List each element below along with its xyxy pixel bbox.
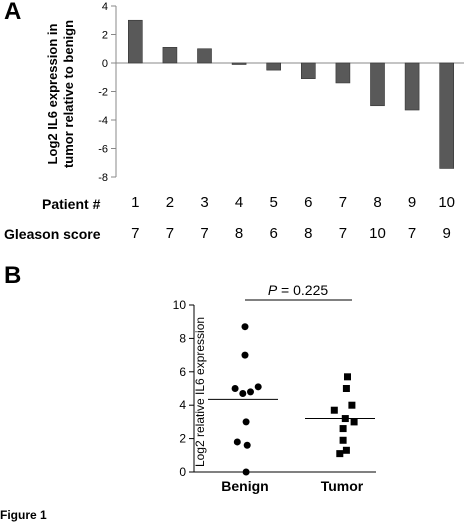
patient-number-cell: 1 (131, 194, 140, 211)
tumor-point (342, 446, 350, 454)
benign-point (231, 385, 239, 392)
benign-point (233, 438, 241, 446)
benign-point (254, 383, 262, 391)
gleason-score-cell: 7 (165, 225, 175, 242)
panel-a-y-tick-label: 0 (102, 58, 108, 70)
patient-number-cell: 8 (373, 194, 382, 211)
panel-a-y-tick-label: 4 (102, 1, 108, 13)
bar-chart-panel-a: 4 2 0 -2 -4 -6 -8 (98, 1, 464, 184)
bar-patient-5 (266, 62, 282, 71)
gleason-score-cell: 9 (442, 225, 451, 242)
benign-point (239, 390, 247, 398)
panel-b-y-tick-label: 0 (179, 465, 186, 479)
gleason-score-cell: 7 (338, 225, 348, 242)
benign-point (242, 418, 250, 426)
gleason-score-cell: 7 (407, 225, 417, 242)
tumor-point (350, 418, 358, 426)
bar-patient-8 (370, 62, 385, 107)
benign-point (247, 388, 254, 396)
benign-point (243, 441, 251, 449)
patient-row-label: Patient # (42, 196, 101, 212)
bar-patient-6 (300, 62, 316, 79)
tumor-point (339, 425, 347, 433)
panel-b-category-label: Benign (221, 478, 268, 494)
panel-b-y-tick-label: 4 (179, 398, 186, 412)
gleason-score-cell: 8 (234, 225, 244, 242)
tumor-point (339, 436, 347, 444)
benign-point (241, 323, 249, 331)
bar-patient-7 (335, 62, 351, 84)
bar-patient-4 (231, 62, 247, 65)
figure-caption: Figure 1 (0, 508, 47, 522)
panel-b-letter: B (4, 262, 22, 289)
patient-number-cell: 5 (269, 194, 278, 211)
patient-number-cell: 9 (407, 194, 417, 211)
panel-a-y-tick-label: -6 (98, 144, 108, 156)
pvalue-label: P = 0.225 (268, 282, 329, 298)
patient-number-cell: 2 (165, 194, 175, 211)
bar-patient-3 (197, 48, 212, 64)
tumor-point (344, 373, 351, 381)
patient-number-cell: 6 (304, 194, 313, 211)
bar-patient-10 (439, 62, 455, 169)
gleason-score-cell: 10 (369, 225, 386, 242)
tumor-point (342, 385, 350, 392)
gleason-row-label: Gleason score (4, 226, 101, 242)
patient-number-cell: 3 (200, 194, 209, 211)
gleason-score-cell: 7 (200, 225, 209, 242)
bar-patient-1 (128, 19, 143, 64)
panel-b-y-tick-label: 8 (179, 331, 186, 345)
panel-b-category-label: Tumor (321, 478, 364, 494)
tumor-point (330, 406, 338, 414)
patient-number-cell: 4 (234, 194, 244, 211)
gleason-score-cell: 8 (304, 225, 313, 242)
benign-point (242, 468, 250, 476)
benign-point (241, 351, 249, 359)
panel-b-y-tick-label: 6 (179, 365, 186, 379)
patient-number-cell: 7 (338, 194, 348, 211)
gleason-score-cell: 6 (269, 225, 278, 242)
patient-number-cell: 10 (438, 194, 456, 211)
tumor-point (341, 415, 349, 423)
tumor-point (336, 450, 344, 458)
panel-a-y-tick-label: 2 (102, 30, 108, 42)
panel-a-y-tick-label: -2 (98, 87, 108, 99)
gleason-score-cell: 7 (131, 225, 140, 242)
panel-b-y-tick-label: 10 (173, 298, 187, 312)
bar-patient-9 (404, 62, 420, 111)
panel-a-letter: A (4, 0, 22, 25)
panel-a-y-tick-label: -4 (98, 115, 108, 127)
panel-b-y-tick-label: 2 (179, 432, 186, 446)
bar-patient-2 (162, 47, 178, 64)
tumor-point (348, 401, 356, 409)
panel-a-y-tick-label: -8 (98, 172, 108, 184)
